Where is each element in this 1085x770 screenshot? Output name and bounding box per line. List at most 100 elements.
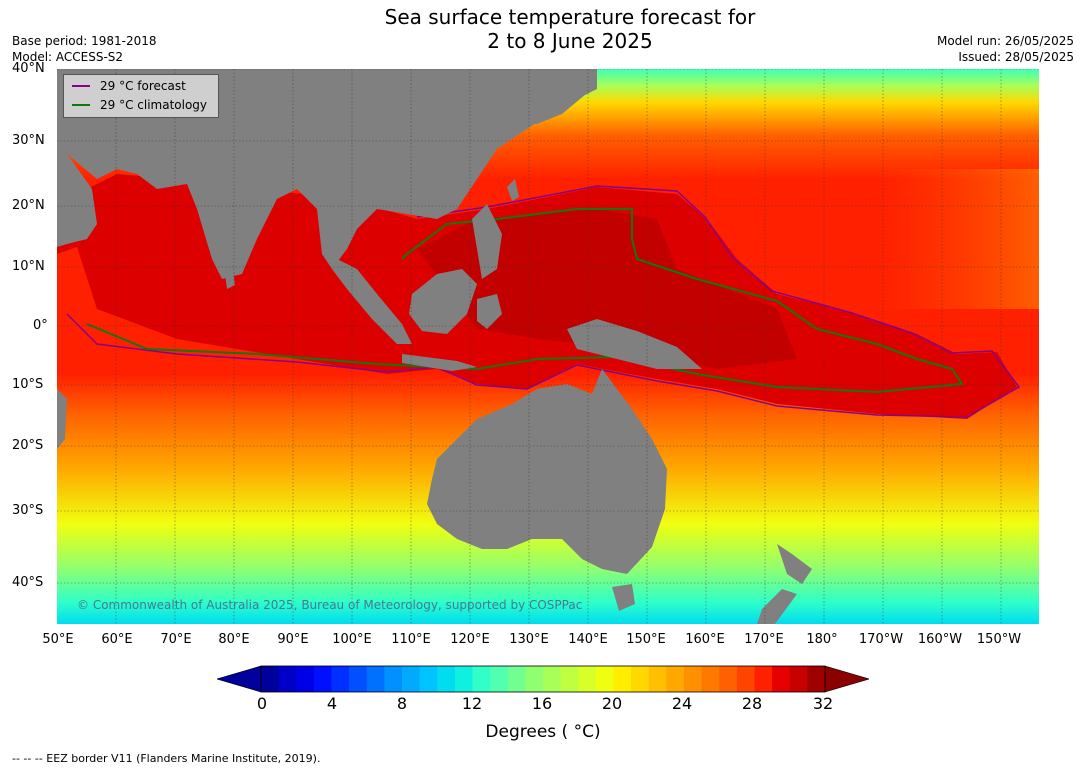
lon-label: 160°W <box>917 632 963 647</box>
colorbar-min-arrow <box>217 665 262 693</box>
forecast-29c-contour <box>66 185 1021 418</box>
australia <box>427 369 667 574</box>
colorbar-cell <box>772 666 791 692</box>
colorbar-cell <box>366 666 385 692</box>
colorbar-cell <box>454 666 473 692</box>
colorbar-cell <box>560 666 579 692</box>
model-name: Model: ACCESS-S2 <box>12 50 124 64</box>
climatology-swatch <box>72 104 90 106</box>
colorbar-cell <box>507 666 526 692</box>
asia-mainland <box>57 69 597 279</box>
colorbar-cell <box>278 666 297 692</box>
lat-label: 20°N <box>12 198 45 213</box>
model-run: Model run: 26/05/2025 <box>936 34 1074 48</box>
colorbar-cell <box>331 666 350 692</box>
colorbar-cell <box>736 666 755 692</box>
forecast-label: 29 °C forecast <box>100 79 186 93</box>
colorbar-title: Degrees ( °C) <box>485 722 601 742</box>
sulawesi <box>477 294 502 329</box>
colorbar-tick: 28 <box>741 694 763 713</box>
land <box>57 69 812 624</box>
colorbar-cell <box>525 666 544 692</box>
lon-label: 170°E <box>744 632 784 647</box>
colorbar-cell <box>719 666 738 692</box>
lon-label: 150°W <box>976 632 1022 647</box>
colorbar-tick: 4 <box>326 694 338 713</box>
deep-warm-core <box>417 209 797 369</box>
lon-label: 170°W <box>858 632 904 647</box>
colorbar-cell <box>261 666 280 692</box>
colorbar-cell <box>666 666 685 692</box>
lat-label: 40°S <box>12 575 44 590</box>
lon-label: 120°E <box>450 632 490 647</box>
lat-label: 30°N <box>12 133 45 148</box>
colorbar-tick: 32 <box>812 694 834 713</box>
colorbar-cell <box>490 666 509 692</box>
lon-label: 140°E <box>568 632 608 647</box>
title-line-2: 2 to 8 June 2025 <box>487 29 653 53</box>
colorbar-cell <box>402 666 421 692</box>
base-period: Base period: 1981-2018 <box>12 34 157 48</box>
colorbar-cell <box>419 666 438 692</box>
lat-label: 10°N <box>12 259 45 274</box>
eez-footnote: -- -- -- EEZ border V11 (Flanders Marine… <box>12 752 321 765</box>
new-guinea <box>567 319 702 369</box>
lat-label: 20°S <box>12 438 44 453</box>
java <box>402 354 477 371</box>
colorbar-frame <box>260 665 826 693</box>
colorbar <box>217 665 869 693</box>
tasmania <box>612 584 635 611</box>
new-zealand-south <box>757 589 797 624</box>
colorbar-tick: 24 <box>671 694 693 713</box>
colorbar-max-arrow <box>824 665 869 693</box>
colorbar-cell <box>701 666 720 692</box>
lon-label: 60°E <box>101 632 133 647</box>
lat-label: 30°S <box>12 503 44 518</box>
sri-lanka <box>225 269 235 289</box>
lon-label: 100°E <box>332 632 372 647</box>
copyright-notice: © Commonwealth of Australia 2025, Bureau… <box>77 598 583 612</box>
graticule <box>57 69 1039 624</box>
lon-label: 90°E <box>277 632 309 647</box>
philippines <box>472 204 502 279</box>
colorbar-cell <box>789 666 808 692</box>
colorbar-cell <box>595 666 614 692</box>
taiwan <box>507 179 519 201</box>
colorbar-cell <box>472 666 491 692</box>
lon-label: 70°E <box>160 632 192 647</box>
colorbar-cell <box>684 666 703 692</box>
colorbar-cell <box>349 666 368 692</box>
lon-label: 160°E <box>685 632 725 647</box>
new-zealand-north <box>777 544 812 584</box>
info-right: Model run: 26/05/2025 Issued: 28/05/2025 <box>937 33 1074 65</box>
colorbar-tick: 0 <box>256 694 268 713</box>
legend-climatology: 29 °C climatology <box>72 98 207 112</box>
colorbar-tick: 12 <box>461 694 483 713</box>
map-canvas <box>57 69 1039 624</box>
legend-forecast: 29 °C forecast <box>72 79 186 93</box>
colorbar-cell <box>296 666 315 692</box>
colorbar-cell <box>313 666 332 692</box>
colorbar-cell <box>754 666 773 692</box>
colorbar-cell <box>578 666 597 692</box>
lat-label: 10°S <box>12 377 44 392</box>
colorbar-cell <box>613 666 632 692</box>
colorbar-cells <box>261 666 826 692</box>
lon-label: 150°E <box>626 632 666 647</box>
forecast-swatch <box>72 85 90 87</box>
borneo <box>409 269 477 334</box>
lat-label: 40°N <box>12 61 45 76</box>
climatology-29c-contour <box>86 208 964 394</box>
contour-legend: 29 °C forecast 29 °C climatology <box>63 74 219 118</box>
lon-label: 110°E <box>391 632 431 647</box>
climatology-label: 29 °C climatology <box>100 98 208 112</box>
info-left: Base period: 1981-2018 Model: ACCESS-S2 <box>12 33 157 65</box>
colorbar-tick: 20 <box>601 694 623 713</box>
madagascar <box>57 389 67 449</box>
lon-label: 80°E <box>218 632 250 647</box>
colorbar-tick: 8 <box>396 694 408 713</box>
east-pacific-cooler <box>877 169 1039 309</box>
colorbar-cell <box>807 666 826 692</box>
colorbar-cell <box>543 666 562 692</box>
lat-label: 0° <box>33 318 48 333</box>
